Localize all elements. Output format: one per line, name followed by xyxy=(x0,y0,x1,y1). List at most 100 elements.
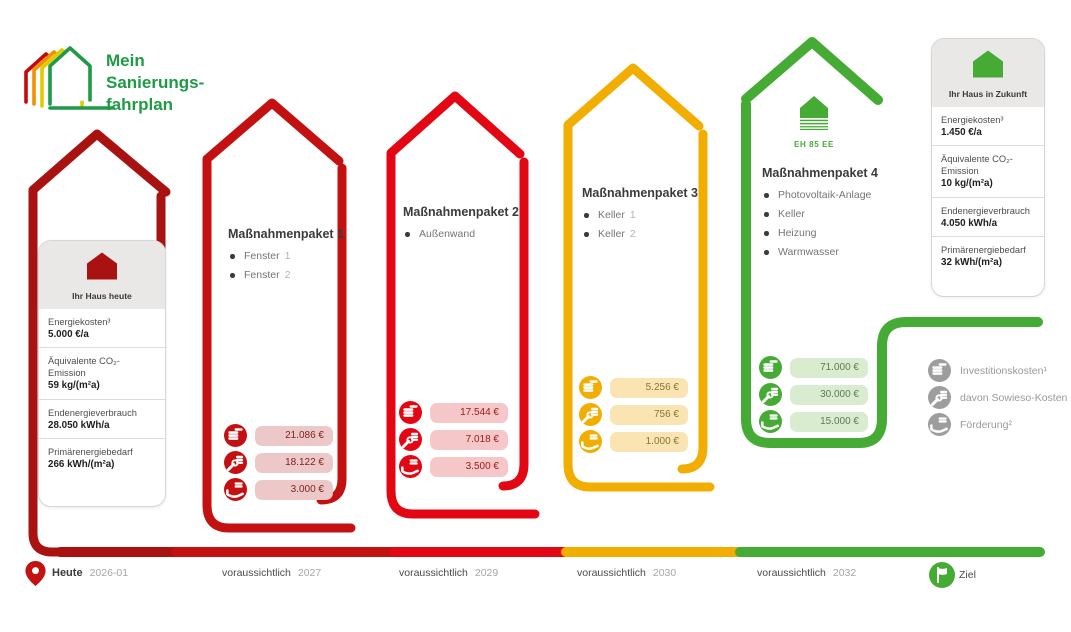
measure-item: Warmwasser xyxy=(762,246,912,258)
house-4-right-wall xyxy=(677,129,708,474)
today-label: Heute xyxy=(52,567,83,579)
logo-houses-icon xyxy=(24,46,114,110)
card-future-row-energiekosten: Energiekosten³ 1.450 €/a xyxy=(932,107,1044,145)
package-2-measures: Außenwand xyxy=(403,228,553,240)
cost-badge: 15.000 € xyxy=(790,411,868,432)
investment-cost-icon xyxy=(759,356,782,379)
measure-item: Keller 2 xyxy=(582,228,732,240)
measure-item: Keller 1 xyxy=(582,209,732,221)
investment-cost-icon xyxy=(579,376,602,399)
today-date: 2026-01 xyxy=(89,567,129,579)
cost-row-foerderung: 1.000 € xyxy=(579,430,688,453)
measure-label: Keller xyxy=(778,208,805,220)
logo-line-3: fahrplan xyxy=(106,95,174,114)
cost-badge: 71.000 € xyxy=(790,357,868,378)
card-today-row-co2: Äquivalente CO₂-Emission 59 kg/(m²a) xyxy=(39,347,165,398)
milestone-year: 2027 xyxy=(297,567,322,579)
house-4-outline xyxy=(563,63,715,492)
package-4-title: Maßnahmenpaket 4 xyxy=(762,166,879,180)
measure-number: 2 xyxy=(629,228,636,240)
row-value: 28.050 kWh/a xyxy=(48,419,110,431)
cost-badge: 5.256 € xyxy=(610,377,688,398)
row-label: Primärenergiebedarf xyxy=(941,244,1026,255)
logo-line-1: Mein xyxy=(106,51,145,70)
measure-number: 1 xyxy=(629,209,636,221)
measure-item: Fenster 1 xyxy=(228,250,378,262)
package-3-title: Maßnahmenpaket 3 xyxy=(582,186,699,200)
card-house-future: Ihr Haus in Zukunft Energiekosten³ 1.450… xyxy=(931,38,1045,297)
milestone-year: 2032 xyxy=(832,567,857,579)
house-1-outline xyxy=(28,129,171,557)
card-today-row-endenergie: Endenergieverbrauch 28.050 kWh/a xyxy=(39,398,165,438)
cost-row-investition: 71.000 € xyxy=(759,356,868,379)
cost-badge: 18.122 € xyxy=(255,452,333,473)
measure-item: Heizung xyxy=(762,227,912,239)
milestone-label: voraussichtlich xyxy=(577,567,646,579)
investment-cost-icon xyxy=(928,359,951,382)
sowieso-cost-icon xyxy=(224,451,247,474)
location-pin-icon xyxy=(25,561,46,586)
milestone-label: voraussichtlich xyxy=(399,567,468,579)
cost-badge: 756 € xyxy=(610,404,688,425)
card-today-header: Ihr Haus heute xyxy=(39,241,165,309)
today-pin xyxy=(24,560,47,592)
package-1-title: Maßnahmenpaket 1 xyxy=(228,227,345,241)
cost-badge: 17.544 € xyxy=(430,402,508,423)
row-label: Äquivalente CO₂-Emission xyxy=(48,356,120,379)
funding-icon xyxy=(399,455,422,478)
card-house-today: Ihr Haus heute Energiekosten³ 5.000 €/a … xyxy=(38,240,166,507)
legend-row-foerderung: Förderung² xyxy=(928,413,1067,436)
legend-label: davon Sowieso-Kosten xyxy=(960,391,1068,404)
cost-badge: 30.000 € xyxy=(790,384,868,405)
legend-row-investition: Investitionskosten¹ xyxy=(928,359,1067,382)
cost-badge: 21.086 € xyxy=(255,425,333,446)
cost-row-foerderung: 15.000 € xyxy=(759,410,868,433)
measure-label: Außenwand xyxy=(419,228,476,240)
row-label: Endenergieverbrauch xyxy=(48,407,137,418)
package-3-block: Maßnahmenpaket 3 Keller 1 Keller 2 xyxy=(582,186,732,247)
cost-badge: 7.018 € xyxy=(430,429,508,450)
measure-number: 1 xyxy=(284,250,291,262)
logo-house-green xyxy=(48,46,114,110)
efficiency-house-icon xyxy=(800,96,828,130)
logo-line-2: Sanierungs- xyxy=(106,73,205,92)
flag-icon xyxy=(929,562,955,588)
house-3-right-wall xyxy=(498,157,529,491)
cost-row-sowieso: 756 € xyxy=(579,403,688,426)
sowieso-cost-icon xyxy=(579,403,602,426)
package-2-block: Maßnahmenpaket 2 Außenwand xyxy=(403,205,553,247)
package-2-costs: 17.544 € 7.018 € 3.500 € xyxy=(399,401,508,478)
house-future-icon xyxy=(973,50,1003,78)
timeline-today: Heute 2026-01 xyxy=(52,567,128,579)
efficiency-house-badge: EH 85 EE xyxy=(782,92,846,149)
package-4-costs: 71.000 € 30.000 € 15.000 € xyxy=(759,356,868,433)
row-label: Energiekosten³ xyxy=(941,115,1004,125)
cost-row-foerderung: 3.000 € xyxy=(224,478,333,501)
package-2-title: Maßnahmenpaket 2 xyxy=(403,205,520,219)
package-3-costs: 5.256 € 756 € 1.000 € xyxy=(579,376,688,453)
card-future-title: Ihr Haus in Zukunft xyxy=(948,89,1028,99)
row-label: Energiekosten³ xyxy=(48,317,111,327)
card-today-title: Ihr Haus heute xyxy=(72,291,132,301)
legend-row-sowieso: davon Sowieso-Kosten xyxy=(928,386,1067,409)
cost-row-sowieso: 30.000 € xyxy=(759,383,868,406)
house-3-outline xyxy=(386,91,540,519)
measure-label: Fenster xyxy=(244,269,280,281)
measure-label: Fenster xyxy=(244,250,280,262)
cost-row-sowieso: 18.122 € xyxy=(224,451,333,474)
goal-label: Ziel xyxy=(959,569,976,581)
house-5-outline xyxy=(741,99,1043,448)
logo-wordmark: Mein Sanierungs- fahrplan xyxy=(106,50,204,116)
cost-row-investition: 21.086 € xyxy=(224,424,333,447)
milestone-year: 2030 xyxy=(652,567,677,579)
row-value: 266 kWh/(m²a) xyxy=(48,459,115,471)
card-today-row-primaerenergie: Primärenergiebedarf 266 kWh/(m²a) xyxy=(39,437,165,477)
row-value: 5.000 €/a xyxy=(48,329,89,341)
legend-label: Förderung² xyxy=(960,418,1012,431)
milestone-label: voraussichtlich xyxy=(757,567,826,579)
sowieso-cost-icon xyxy=(759,383,782,406)
measure-item: Fenster 2 xyxy=(228,269,378,281)
card-future-row-primaerenergie: Primärenergiebedarf 32 kWh/(m²a) xyxy=(932,235,1044,275)
row-label: Äquivalente CO₂-Emission xyxy=(941,154,1013,177)
